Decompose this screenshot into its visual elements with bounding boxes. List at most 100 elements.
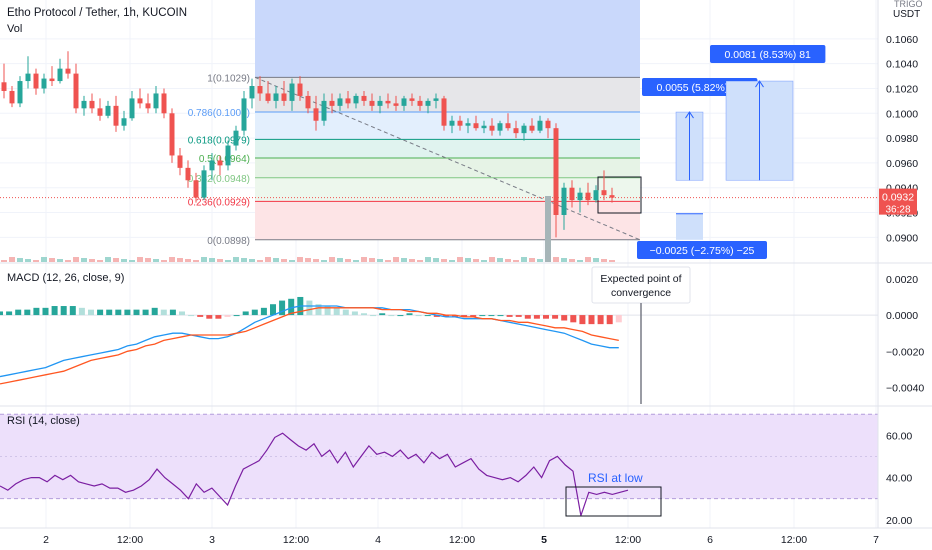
candle-body[interactable]	[73, 73, 79, 109]
macd-line[interactable]	[0, 305, 619, 378]
candle-body[interactable]	[89, 100, 95, 109]
stop-label: −0.0025 (−2.75%) −25	[650, 245, 755, 257]
candle-body[interactable]	[377, 100, 383, 106]
candle-body[interactable]	[305, 95, 311, 109]
candle-body[interactable]	[449, 120, 455, 126]
candle-body[interactable]	[161, 93, 167, 114]
volume-bar	[185, 259, 191, 262]
candle-body[interactable]	[129, 98, 135, 119]
candle-body[interactable]	[41, 78, 47, 89]
candle-body[interactable]	[329, 100, 335, 106]
candle-body[interactable]	[289, 83, 295, 101]
volume-bar	[553, 257, 559, 262]
candle-body[interactable]	[497, 123, 503, 131]
candle-body[interactable]	[369, 100, 375, 106]
candle-body[interactable]	[593, 190, 599, 201]
candle-body[interactable]	[273, 93, 279, 101]
candle-body[interactable]	[25, 73, 31, 82]
rsi-low-box[interactable]	[565, 486, 662, 517]
candle-body[interactable]	[601, 190, 607, 196]
candle-body[interactable]	[609, 195, 615, 198]
candle-body[interactable]	[57, 68, 63, 82]
signal-line[interactable]	[0, 307, 619, 385]
candle-body[interactable]	[489, 125, 495, 131]
candle-body[interactable]	[185, 167, 191, 181]
macd-histogram-bar	[188, 315, 195, 317]
candle-body[interactable]	[561, 187, 567, 215]
candle-body[interactable]	[121, 118, 127, 126]
fib-level-label: 0(0.0898)	[207, 236, 250, 247]
candle-body[interactable]	[241, 98, 247, 131]
rsi-pane[interactable]	[0, 413, 878, 517]
candle-body[interactable]	[225, 145, 231, 166]
candle-body[interactable]	[81, 100, 87, 109]
candle-body[interactable]	[569, 187, 575, 201]
candle-body[interactable]	[457, 120, 463, 126]
candle-body[interactable]	[409, 98, 415, 101]
candle-body[interactable]	[217, 160, 223, 166]
candle-body[interactable]	[337, 98, 343, 106]
candle-body[interactable]	[425, 100, 431, 106]
candle-body[interactable]	[441, 98, 447, 126]
candle-body[interactable]	[193, 180, 199, 198]
candle-body[interactable]	[153, 93, 159, 109]
candle-body[interactable]	[249, 86, 255, 99]
currency-label[interactable]: USDT	[893, 9, 920, 20]
macd-histogram-bar	[24, 309, 31, 316]
candle-body[interactable]	[353, 95, 359, 104]
candle-body[interactable]	[113, 105, 119, 126]
volume-bar	[137, 257, 143, 262]
candle-body[interactable]	[201, 170, 207, 198]
candle-body[interactable]	[321, 100, 327, 121]
candle-body[interactable]	[385, 100, 391, 104]
macd-histogram-bar	[288, 298, 295, 316]
candle-body[interactable]	[265, 93, 271, 101]
candle-body[interactable]	[585, 192, 591, 201]
fibonacci-retracement[interactable]: 1(0.1029) 0.786(0.1001) 0.618(0.0979) 0.5(0…	[0, 0, 878, 247]
candle-body[interactable]	[137, 98, 143, 104]
candle-body[interactable]	[169, 113, 175, 156]
candle-body[interactable]	[417, 100, 423, 106]
candle-body[interactable]	[9, 90, 15, 104]
stop-range[interactable]: −0.0025 (−2.75%) −25	[637, 213, 767, 259]
rsi-line[interactable]	[0, 432, 629, 516]
candle-body[interactable]	[281, 93, 287, 101]
candlestick-series[interactable]	[1, 51, 615, 238]
candle-body[interactable]	[313, 108, 319, 121]
candle-body[interactable]	[465, 123, 471, 126]
candle-body[interactable]	[97, 108, 103, 116]
candle-body[interactable]	[17, 81, 23, 104]
candle-body[interactable]	[473, 123, 479, 129]
target-2[interactable]: 0.0081 (8.53%) 81	[710, 45, 826, 181]
candle-body[interactable]	[529, 125, 535, 131]
candle-body[interactable]	[145, 103, 151, 109]
candle-body[interactable]	[577, 192, 583, 201]
candle-body[interactable]	[105, 105, 111, 116]
candle-body[interactable]	[209, 160, 215, 171]
candle-body[interactable]	[545, 120, 551, 129]
candle-body[interactable]	[513, 128, 519, 134]
convergence-callout[interactable]: Expected point of convergence	[591, 266, 691, 404]
candle-body[interactable]	[481, 125, 487, 129]
candle-body[interactable]	[345, 98, 351, 104]
candle-body[interactable]	[177, 155, 183, 168]
candle-body[interactable]	[401, 98, 407, 106]
candle-body[interactable]	[505, 123, 511, 129]
price-range-targets[interactable]: 0.0055 (5.82%) 55 0.0081 (8.53%) 81 −0.002…	[637, 45, 826, 259]
candle-body[interactable]	[257, 86, 263, 94]
candle-body[interactable]	[1, 82, 7, 91]
candle-body[interactable]	[49, 78, 55, 82]
candle-body[interactable]	[537, 120, 543, 131]
volume-bar	[41, 257, 47, 262]
candle-body[interactable]	[553, 128, 559, 215]
candle-body[interactable]	[33, 73, 39, 89]
candle-body[interactable]	[433, 98, 439, 101]
macd-pane[interactable]	[0, 296, 878, 385]
candle-body[interactable]	[233, 130, 239, 146]
candle-body[interactable]	[393, 103, 399, 106]
candle-body[interactable]	[297, 83, 303, 96]
candle-body[interactable]	[65, 68, 71, 74]
candle-body[interactable]	[521, 125, 527, 134]
candle-body[interactable]	[361, 95, 367, 101]
